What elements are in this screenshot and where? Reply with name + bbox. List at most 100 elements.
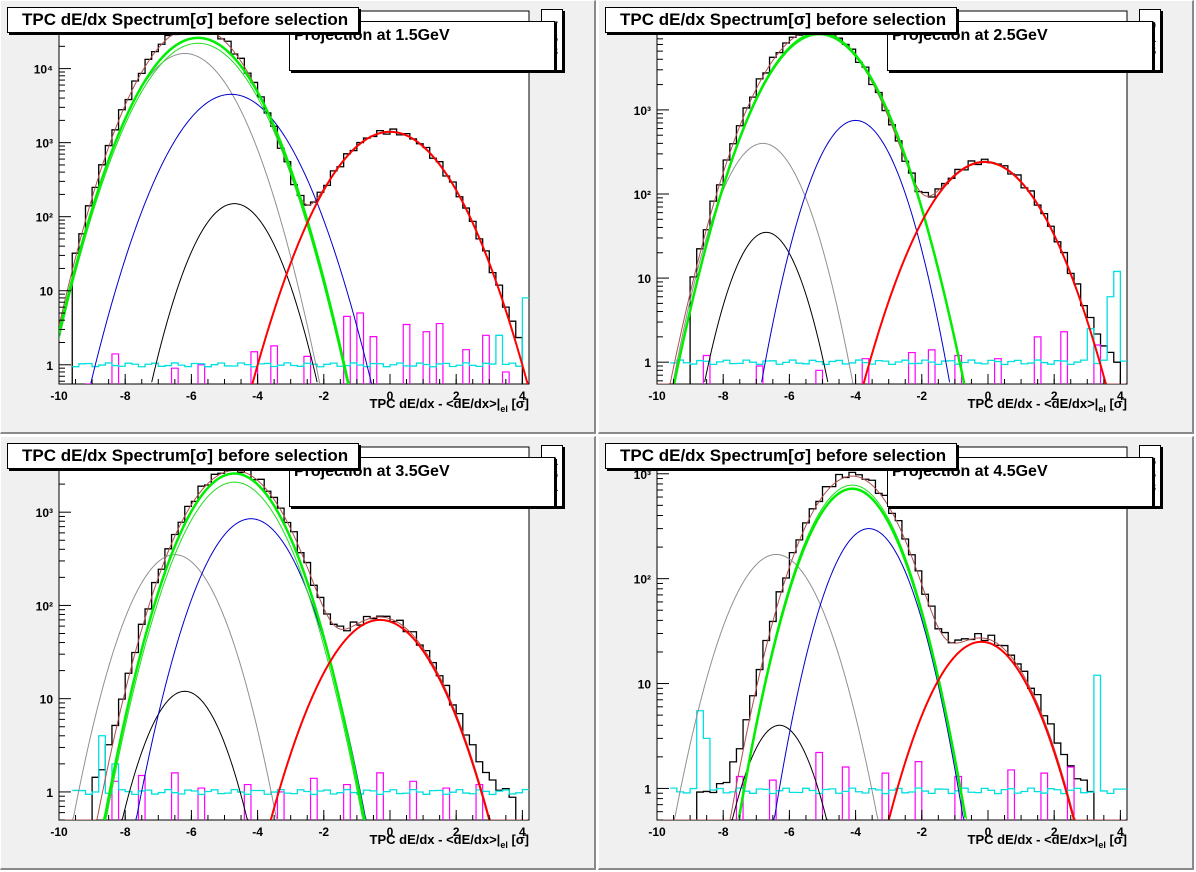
plot-area	[657, 471, 1127, 820]
y-tick-label: 10²	[36, 211, 53, 225]
y-tick-label: 1	[644, 782, 651, 796]
y-tick-label: 10	[40, 693, 54, 707]
total-fit-series	[59, 469, 528, 820]
gaussian-blue-series	[773, 528, 965, 820]
y-tick-label: 1	[46, 786, 53, 800]
x-tick-label: 4	[1117, 825, 1124, 839]
x-tick-label: 4	[519, 825, 526, 839]
x-tick-label: -4	[252, 825, 263, 839]
x-axis-label-unit: [σ]	[1106, 832, 1127, 847]
x-axis-label-subscript: el	[1098, 840, 1106, 850]
total-fit-series	[657, 475, 1126, 820]
x-axis-label-main: TPC dE/dx - <dE/dx>|	[968, 396, 1099, 411]
y-tick-label: 10³	[36, 137, 53, 151]
x-axis-label-subscript: el	[500, 840, 508, 850]
gaussian-green-thin-series	[104, 481, 364, 820]
plot-area	[59, 466, 529, 820]
x-tick-label: 2	[453, 825, 460, 839]
x-tick-label: 0	[387, 825, 394, 839]
chart-title: TPC dE/dx Spectrum[σ] before selection	[605, 7, 958, 33]
gaussian-green-thick-series	[102, 472, 367, 820]
x-tick-label: -8	[718, 825, 729, 839]
y-tick-label: 10²	[634, 573, 651, 587]
chart-title: TPC dE/dx Spectrum[σ] before selection	[7, 443, 360, 469]
y-tick-label: 10	[40, 285, 54, 299]
x-tick-label: -6	[186, 389, 197, 403]
gaussian-blue-series	[90, 93, 372, 384]
magenta-series	[84, 312, 510, 384]
x-axis-label: TPC dE/dx - <dE/dx>|el [σ]	[370, 396, 529, 414]
gaussian-red-series	[862, 161, 1107, 384]
y-tick-label: 1	[46, 359, 53, 373]
x-axis-label: TPC dE/dx - <dE/dx>|el [σ]	[968, 396, 1127, 414]
magenta-series	[111, 772, 484, 820]
x-tick-label: -10	[648, 389, 666, 403]
gaussian-green-thick-series	[59, 36, 351, 384]
plot-frame	[656, 446, 1128, 821]
gaussian-green-thick-series	[672, 31, 966, 384]
x-tick-label: 0	[387, 389, 394, 403]
gaussian-green-thin-series	[59, 42, 349, 384]
x-tick-label: -10	[648, 825, 666, 839]
x-tick-label: -2	[318, 389, 329, 403]
y-tick-label: 10³	[36, 506, 53, 520]
x-tick-label: -8	[718, 389, 729, 403]
x-axis-label-unit: [σ]	[508, 396, 529, 411]
x-tick-label: -10	[50, 389, 68, 403]
x-axis-label: TPC dE/dx - <dE/dx>|el [σ]	[968, 832, 1127, 850]
chart-svg-4: -10 -8 -6 -4 -2 0 2 4 1 10 10² 10³ TPC dE/dx - <dE/d…	[634, 446, 1128, 850]
x-axis-label-main: TPC dE/dx - <dE/dx>|	[370, 396, 501, 411]
x-tick-label: -2	[916, 389, 927, 403]
plot-area	[657, 25, 1127, 384]
y-tick-label: 10	[638, 678, 652, 692]
chart-pad-1: -10 -8 -6 -4 -2 0 2 4 1 10 10² 10³ 10⁴ TPC dE/dx - <d…	[0, 0, 596, 434]
y-tick-label: 10³	[634, 468, 651, 482]
x-tick-label: -4	[252, 389, 263, 403]
cyan-series	[72, 297, 529, 368]
gaussian-green-thick-series	[737, 487, 967, 818]
gaussian-red-series	[269, 618, 491, 820]
gaussian-gray-series	[672, 142, 854, 384]
cyan-series	[670, 674, 1127, 795]
x-axis-label-main: TPC dE/dx - <dE/dx>|	[370, 832, 501, 847]
x-tick-label: 2	[1051, 825, 1058, 839]
y-tick-label: 10³	[634, 104, 651, 118]
gaussian-black-series	[151, 203, 318, 383]
x-tick-label: 4	[1117, 389, 1124, 403]
x-tick-label: -2	[318, 825, 329, 839]
plot-frame	[58, 10, 530, 385]
x-tick-label: -6	[784, 389, 795, 403]
gaussian-gray-series	[673, 553, 879, 820]
x-tick-label: 2	[453, 389, 460, 403]
x-axis-label-subscript: el	[1098, 404, 1106, 414]
chart-title: TPC dE/dx Spectrum[σ] before selection	[7, 7, 360, 33]
x-axis-label-unit: [σ]	[1106, 396, 1127, 411]
x-axis-label-unit: [σ]	[508, 832, 529, 847]
x-axis-label: TPC dE/dx - <dE/dx>|el [σ]	[370, 832, 529, 850]
gaussian-blue-series	[761, 119, 951, 383]
x-tick-label: -8	[120, 389, 131, 403]
x-tick-label: -8	[120, 825, 131, 839]
chart-svg-1: -10 -8 -6 -4 -2 0 2 4 1 10 10² 10³ 10⁴ TPC dE/dx - <d…	[34, 10, 530, 414]
y-tick-label: 10	[638, 272, 652, 286]
gaussian-black-series	[704, 231, 829, 382]
x-tick-label: 0	[985, 825, 992, 839]
chart-pad-4: -10 -8 -6 -4 -2 0 2 4 1 10 10² 10³ TPC dE/dx - <dE/d…	[598, 436, 1194, 870]
x-tick-label: -10	[50, 825, 68, 839]
x-tick-label: -4	[850, 825, 861, 839]
y-tick-label: 10²	[36, 599, 53, 613]
chart-svg-3: -10 -8 -6 -4 -2 0 2 4 1 10 10² 10³ TPC dE/dx - <dE/d…	[36, 446, 530, 850]
x-tick-label: -6	[186, 825, 197, 839]
cyan-series	[670, 270, 1127, 366]
chart-title: TPC dE/dx Spectrum[σ] before selection	[605, 443, 958, 469]
chart-pad-3: -10 -8 -6 -4 -2 0 2 4 1 10 10² 10³ TPC dE/dx - <dE/d…	[0, 436, 596, 870]
plot-frame	[656, 10, 1128, 385]
gaussian-red-series	[887, 640, 1076, 820]
x-tick-label: 4	[519, 389, 526, 403]
x-tick-label: -6	[784, 825, 795, 839]
x-tick-label: -2	[916, 825, 927, 839]
y-tick-label: 10²	[634, 188, 651, 202]
plot-area	[59, 23, 529, 384]
